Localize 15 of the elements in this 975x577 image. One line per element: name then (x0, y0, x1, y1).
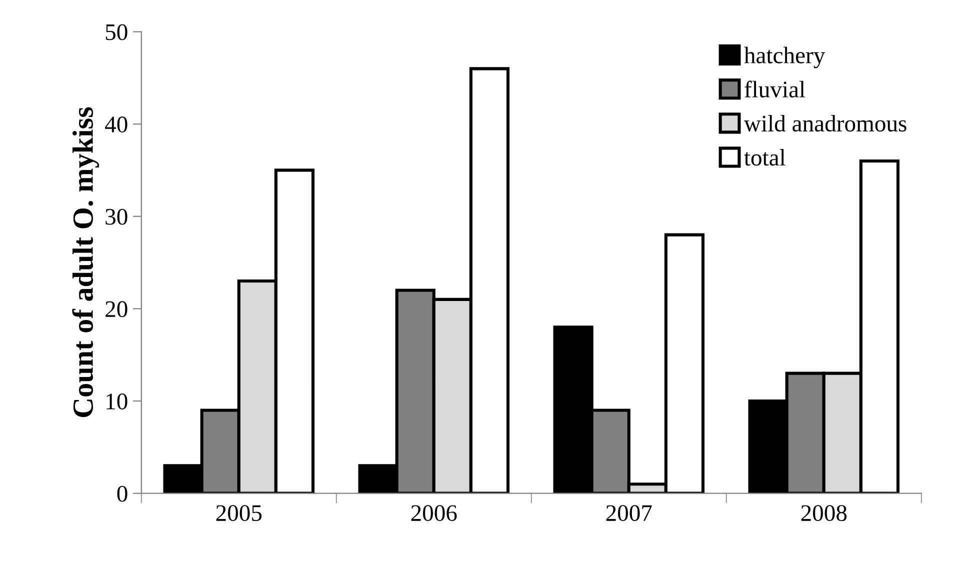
y-tick-label: 40 (105, 116, 128, 132)
x-tick-label: 2008 (801, 505, 847, 522)
y-tick-label: 20 (106, 301, 128, 318)
x-tick-label: 2006 (411, 505, 457, 522)
x-tick-label: 2007 (606, 505, 652, 522)
y-tick-label: 10 (106, 394, 128, 410)
legend-label: hatchery (744, 46, 826, 68)
y-axis-title: Count of adult O. mykiss (72, 107, 100, 418)
legend-label: fluvial (744, 80, 806, 98)
y-tick-label: 30 (106, 208, 128, 225)
legend-label: wild anadromous (744, 114, 906, 132)
y-tick-label: 50 (106, 24, 128, 40)
x-tick-label: 2005 (216, 505, 262, 522)
legend-label: total (744, 149, 786, 166)
y-tick-label: 0 (117, 486, 128, 502)
